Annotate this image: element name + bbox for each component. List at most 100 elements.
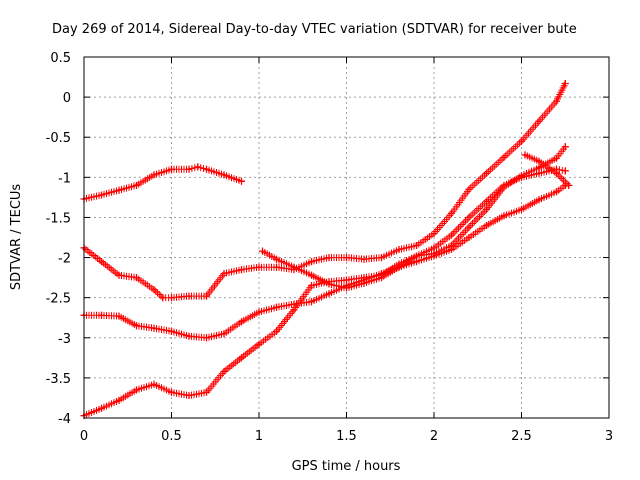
- data-point: [343, 254, 350, 262]
- series-markers: [80, 163, 245, 203]
- data-point: [500, 212, 508, 220]
- y-tick-label: -3.5: [46, 372, 71, 387]
- series-track-5: [259, 165, 569, 292]
- data-point: [535, 196, 543, 204]
- data-point: [159, 294, 167, 302]
- data-point: [273, 327, 280, 335]
- data-point: [220, 368, 228, 375]
- data-point: [273, 303, 280, 311]
- chart-title: Day 269 of 2014, Sidereal Day-to-day VTE…: [52, 22, 577, 37]
- data-point: [465, 234, 473, 241]
- data-point: [98, 258, 105, 266]
- data-point: [290, 263, 298, 271]
- y-tick-label: -3: [58, 332, 71, 347]
- series-track-1: [80, 163, 245, 203]
- data-point: [448, 209, 455, 217]
- data-point: [259, 247, 266, 255]
- x-axis-label: GPS time / hours: [292, 459, 401, 474]
- series-markers: [80, 181, 569, 342]
- data-point: [395, 263, 403, 271]
- data-point: [115, 186, 123, 194]
- data-point: [413, 242, 420, 249]
- data-point: [273, 263, 280, 271]
- data-point: [483, 169, 490, 177]
- data-point: [343, 276, 350, 284]
- data-point: [430, 244, 438, 252]
- x-tick-label: 0: [80, 429, 88, 444]
- data-point: [168, 388, 175, 396]
- y-tick-label: -0.5: [46, 131, 71, 146]
- x-tick-label: 0.5: [161, 429, 182, 444]
- x-tick-label: 3: [605, 429, 613, 444]
- data-point: [535, 157, 543, 165]
- data-point: [518, 205, 525, 213]
- data-point: [98, 311, 105, 319]
- series-track-2: [80, 80, 569, 302]
- data-point: [185, 165, 193, 173]
- data-point: [203, 292, 210, 300]
- data-point: [290, 306, 298, 314]
- y-tick-label: -4: [58, 412, 71, 427]
- data-point: [185, 332, 193, 340]
- data-point: [448, 231, 455, 239]
- data-point: [168, 165, 175, 173]
- data-point: [308, 258, 315, 266]
- y-tick-label: 0.5: [50, 51, 71, 66]
- data-point: [220, 270, 228, 278]
- data-point: [521, 151, 529, 159]
- data-point: [308, 271, 315, 279]
- data-point: [203, 334, 210, 342]
- data-point: [220, 171, 228, 179]
- data-point: [273, 255, 280, 263]
- data-point: [378, 274, 385, 282]
- data-point: [185, 392, 193, 399]
- data-point: [308, 298, 315, 306]
- data-point: [203, 388, 210, 396]
- data-point: [168, 294, 175, 302]
- data-point: [238, 318, 245, 326]
- data-point: [518, 173, 525, 181]
- data-series: [80, 80, 573, 420]
- data-point: [465, 223, 473, 231]
- data-point: [203, 165, 210, 173]
- data-point: [115, 312, 123, 320]
- data-point: [325, 280, 333, 288]
- data-point: [115, 396, 123, 404]
- y-axis-ticks: 0.5 0 -0.5 -1 -1.5 -2 -2.5 -3 -3.5 -4: [46, 51, 609, 427]
- data-point: [565, 181, 573, 189]
- data-point: [150, 171, 158, 179]
- data-point: [413, 252, 420, 260]
- y-axis-label: SDTVAR / TECUs: [9, 184, 24, 291]
- data-point: [553, 169, 560, 177]
- data-point: [133, 274, 140, 282]
- data-point: [238, 354, 245, 362]
- data-point: [150, 324, 158, 332]
- y-tick-label: -2.5: [46, 292, 71, 307]
- data-point: [500, 181, 508, 189]
- data-point: [465, 185, 473, 193]
- x-tick-label: 2: [430, 429, 438, 444]
- data-point: [360, 279, 368, 287]
- data-point: [325, 254, 333, 262]
- series-track-6: [521, 151, 573, 189]
- series-markers: [259, 165, 569, 292]
- data-point: [150, 286, 158, 294]
- data-point: [430, 230, 438, 237]
- data-point: [378, 254, 385, 262]
- x-tick-label: 2.5: [511, 429, 532, 444]
- y-tick-label: -1.5: [46, 211, 71, 226]
- data-point: [255, 340, 263, 348]
- data-point: [561, 167, 569, 175]
- data-point: [133, 181, 140, 189]
- x-tick-label: 1.5: [336, 429, 357, 444]
- data-point: [518, 137, 525, 145]
- y-tick-label: -2: [58, 252, 71, 267]
- data-point: [255, 263, 263, 271]
- data-point: [500, 153, 508, 161]
- data-point: [133, 386, 140, 394]
- x-axis-ticks: 0 0.5 1 1.5 2 2.5 3: [80, 57, 613, 444]
- data-point: [194, 163, 202, 171]
- data-point: [553, 97, 560, 105]
- data-point: [133, 322, 140, 330]
